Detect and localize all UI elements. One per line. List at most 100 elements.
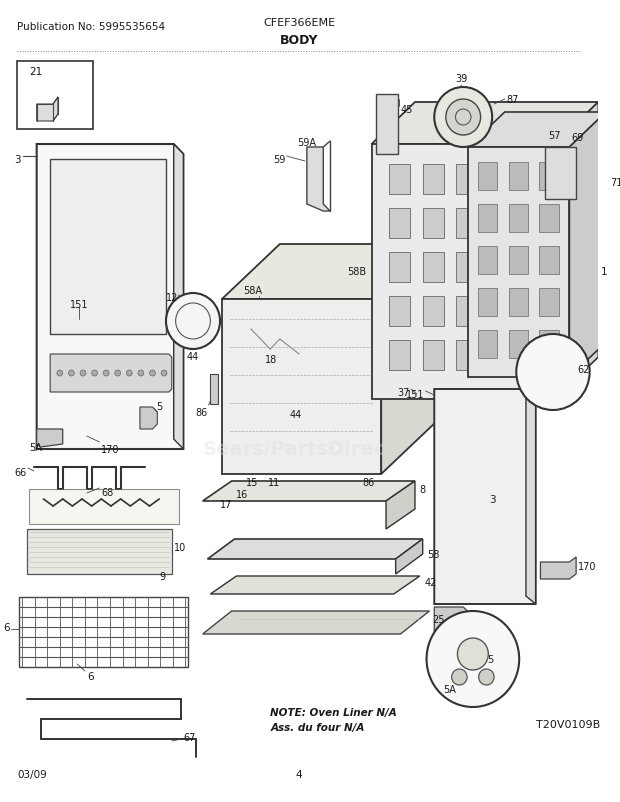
Text: 42: 42	[425, 577, 437, 587]
Polygon shape	[185, 318, 208, 326]
Polygon shape	[569, 113, 606, 378]
Bar	[371, 145, 555, 399]
Polygon shape	[222, 300, 381, 475]
Text: 11: 11	[268, 477, 280, 488]
Text: 57: 57	[548, 131, 560, 141]
Text: 21: 21	[29, 67, 42, 77]
Bar	[508, 330, 528, 358]
Circle shape	[166, 294, 220, 350]
Text: 25: 25	[432, 614, 445, 624]
Bar	[490, 341, 511, 371]
Text: 151: 151	[70, 300, 89, 310]
Text: 3: 3	[489, 494, 495, 504]
Text: 16: 16	[236, 489, 249, 500]
Circle shape	[458, 638, 489, 670]
Bar	[389, 253, 410, 282]
Bar	[539, 205, 559, 233]
Bar	[376, 95, 397, 155]
Text: 10: 10	[174, 542, 186, 553]
Text: 151: 151	[406, 390, 425, 399]
Text: Ass. du four N/A: Ass. du four N/A	[270, 722, 365, 732]
Bar	[553, 367, 565, 379]
Bar	[490, 253, 511, 282]
Text: 6: 6	[87, 671, 94, 681]
Text: 88: 88	[457, 130, 469, 140]
Bar	[539, 163, 559, 191]
Circle shape	[149, 371, 156, 376]
Text: 9: 9	[159, 571, 166, 581]
Circle shape	[446, 100, 480, 136]
Bar	[524, 209, 545, 239]
Text: T20V0109B: T20V0109B	[536, 719, 600, 729]
Bar	[524, 297, 545, 326]
Circle shape	[451, 669, 467, 685]
Bar	[456, 164, 477, 195]
Bar	[539, 247, 559, 274]
Polygon shape	[468, 113, 606, 148]
Bar	[423, 297, 444, 326]
Bar	[490, 297, 511, 326]
Circle shape	[479, 669, 494, 685]
Text: 6: 6	[3, 622, 10, 632]
Bar	[423, 164, 444, 195]
Text: 58B: 58B	[348, 267, 366, 277]
Bar	[27, 529, 172, 574]
Text: 58A: 58A	[243, 286, 262, 296]
Bar	[456, 341, 477, 371]
Bar	[524, 164, 545, 195]
Polygon shape	[37, 429, 63, 448]
Polygon shape	[434, 607, 471, 634]
Bar	[456, 297, 477, 326]
Circle shape	[80, 371, 86, 376]
Polygon shape	[541, 557, 576, 579]
Polygon shape	[37, 145, 184, 449]
Text: 37: 37	[398, 387, 410, 398]
Text: 71: 71	[610, 178, 620, 188]
Text: 59A: 59A	[297, 138, 316, 148]
Text: 66: 66	[15, 468, 27, 477]
Text: 44: 44	[186, 351, 198, 362]
Bar	[539, 330, 559, 358]
Bar	[539, 289, 559, 317]
Bar	[477, 163, 497, 191]
Bar	[389, 209, 410, 239]
Polygon shape	[307, 148, 330, 212]
Bar	[490, 164, 511, 195]
Bar	[468, 148, 569, 378]
Polygon shape	[526, 390, 536, 604]
Text: 5A: 5A	[443, 684, 456, 695]
Bar	[456, 209, 477, 239]
Bar	[389, 341, 410, 371]
Text: 87: 87	[507, 95, 519, 105]
Bar	[508, 205, 528, 233]
Circle shape	[161, 371, 167, 376]
Circle shape	[516, 334, 590, 411]
Text: 3: 3	[15, 155, 21, 164]
Text: 03/09: 03/09	[17, 769, 47, 779]
Text: Publication No: 5995535654: Publication No: 5995535654	[17, 22, 166, 32]
Text: 86: 86	[362, 477, 374, 488]
Text: 86: 86	[195, 407, 208, 418]
Bar	[477, 330, 497, 358]
Text: Sears/PartsDirect: Sears/PartsDirect	[203, 440, 396, 459]
Bar	[17, 62, 92, 130]
Text: 39: 39	[455, 74, 467, 84]
Text: 59: 59	[273, 155, 286, 164]
Polygon shape	[222, 245, 439, 300]
Text: 17: 17	[220, 500, 232, 509]
Bar	[524, 253, 545, 282]
Bar	[456, 253, 477, 282]
Bar	[477, 247, 497, 274]
Polygon shape	[174, 145, 184, 449]
Bar	[423, 253, 444, 282]
Polygon shape	[203, 481, 415, 501]
Circle shape	[69, 371, 74, 376]
Text: CFEF366EME: CFEF366EME	[263, 18, 335, 28]
Bar	[389, 164, 410, 195]
Bar	[534, 363, 567, 383]
Polygon shape	[381, 245, 439, 475]
Polygon shape	[208, 539, 423, 559]
Text: 170: 170	[101, 444, 120, 455]
Text: 170: 170	[578, 561, 596, 571]
Bar	[389, 297, 410, 326]
